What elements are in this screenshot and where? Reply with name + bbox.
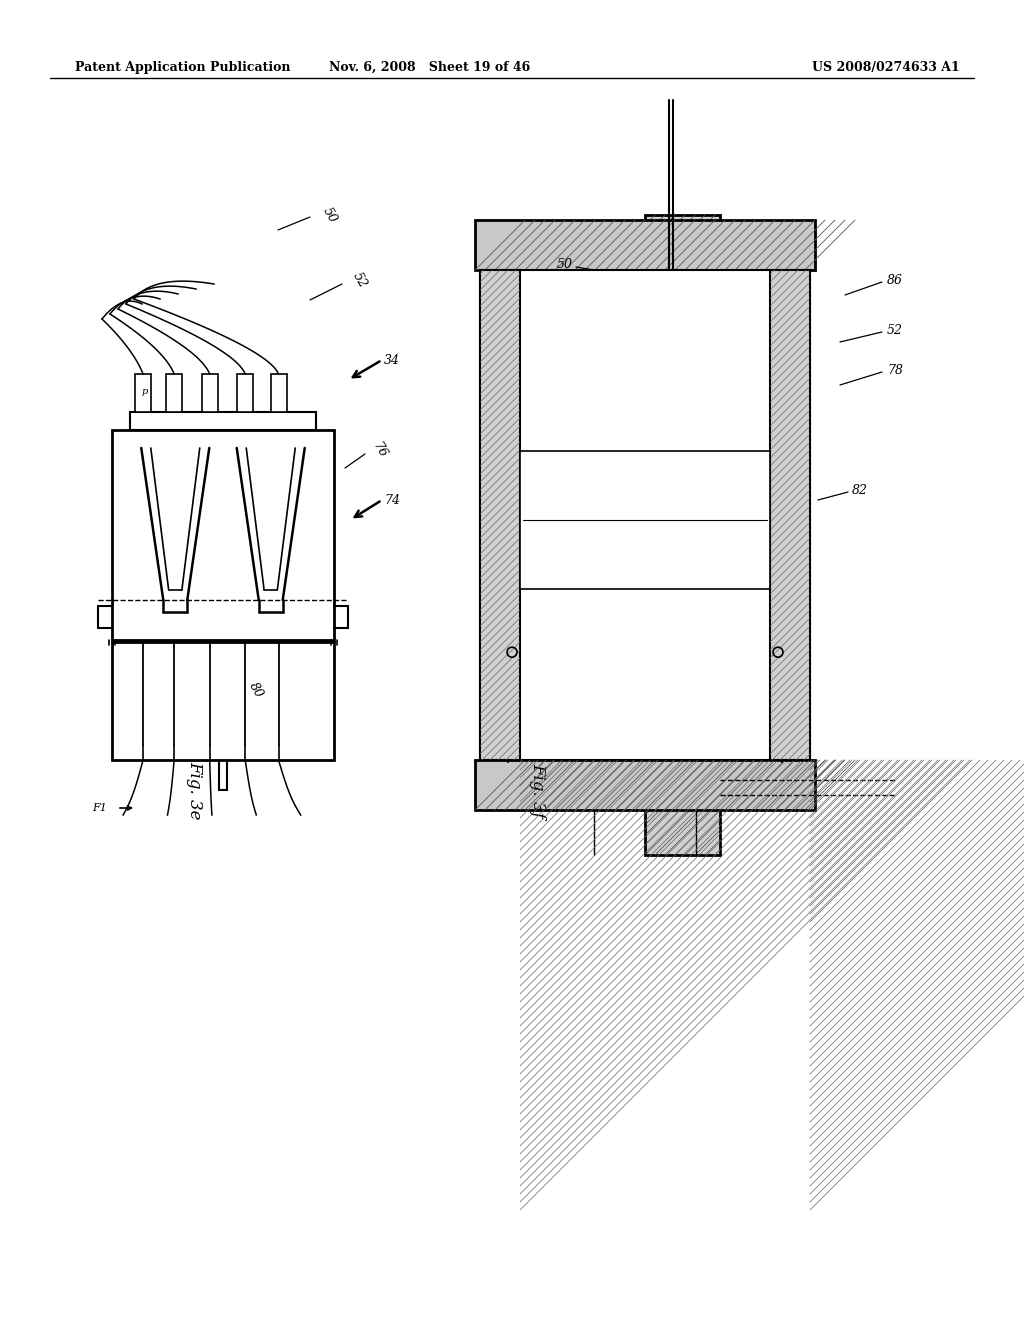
Text: 80: 80 — [247, 680, 265, 700]
Text: 50: 50 — [321, 205, 340, 226]
Text: p: p — [142, 388, 148, 396]
Text: 76: 76 — [371, 440, 389, 461]
Bar — [202, 374, 218, 412]
Bar — [645, 215, 720, 855]
Bar — [270, 374, 287, 412]
Text: 76: 76 — [527, 463, 543, 477]
Text: US 2008/0274633 A1: US 2008/0274633 A1 — [812, 61, 961, 74]
Text: 52: 52 — [350, 269, 370, 290]
Bar — [520, 451, 770, 589]
Text: 86: 86 — [887, 273, 903, 286]
Text: Patent Application Publication: Patent Application Publication — [75, 61, 291, 74]
Text: 50: 50 — [557, 259, 573, 272]
Text: 34: 34 — [384, 354, 400, 367]
Bar — [475, 760, 815, 810]
Bar — [130, 412, 316, 430]
Text: 74: 74 — [384, 494, 400, 507]
Text: 86: 86 — [557, 338, 573, 351]
Bar — [770, 271, 810, 760]
Text: F1: F1 — [92, 803, 108, 813]
Text: 74: 74 — [512, 603, 528, 616]
Text: Fig. 3e: Fig. 3e — [186, 760, 204, 820]
Bar — [166, 374, 182, 412]
Bar — [238, 374, 253, 412]
Text: Nov. 6, 2008   Sheet 19 of 46: Nov. 6, 2008 Sheet 19 of 46 — [330, 61, 530, 74]
Text: 52: 52 — [887, 323, 903, 337]
Bar — [112, 642, 334, 760]
Bar — [480, 271, 810, 760]
Text: 78: 78 — [887, 363, 903, 376]
Bar — [112, 430, 334, 640]
Bar — [475, 220, 815, 271]
Text: Fig. 3f: Fig. 3f — [529, 763, 547, 817]
Text: 80: 80 — [527, 494, 543, 507]
Text: 34: 34 — [512, 309, 528, 322]
Text: 82: 82 — [852, 483, 868, 496]
Bar — [480, 271, 520, 760]
Bar — [135, 374, 152, 412]
